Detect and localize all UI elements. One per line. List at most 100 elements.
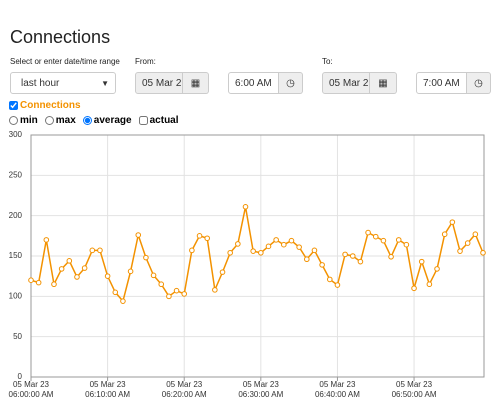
series-line	[30, 206, 484, 303]
data-point	[66, 258, 73, 264]
y-tick-label: 200	[9, 211, 23, 220]
y-tick-label: 250	[9, 170, 23, 179]
data-point	[51, 281, 57, 288]
x-tick-label: 05 Mar 23 06:20:00 AM	[161, 380, 207, 399]
data-point	[441, 231, 448, 238]
data-point	[464, 240, 471, 246]
data-point	[273, 237, 279, 243]
data-point	[418, 258, 425, 265]
data-point	[158, 281, 165, 288]
x-tick-label: 05 Mar 23 06:50:00 AM	[391, 380, 437, 399]
aggregation-radio[interactable]	[82, 116, 92, 125]
range-label: Select or enter date/time range	[10, 57, 120, 66]
data-point	[365, 229, 371, 236]
to-time-input[interactable]: 7:00 AM	[416, 72, 467, 94]
data-point	[411, 285, 417, 292]
aggregation-label: min	[20, 115, 38, 126]
data-point	[426, 281, 433, 288]
dropdown-arrow: ▼	[101, 78, 109, 88]
from-calendar-button[interactable]: ▦	[183, 72, 209, 94]
actual-checkbox[interactable]	[138, 116, 148, 125]
aggregation-label: max	[55, 115, 76, 126]
data-point	[403, 241, 410, 248]
data-point	[281, 241, 287, 248]
data-point	[181, 291, 188, 297]
y-tick-label: 150	[9, 251, 23, 260]
data-point	[219, 269, 226, 275]
series-toggle[interactable]: Connections	[9, 100, 81, 111]
preset-value: last hour	[21, 77, 60, 89]
data-point	[28, 277, 34, 284]
plot-border	[30, 134, 485, 378]
to-calendar-button[interactable]: ▦	[370, 72, 397, 94]
aggregation-option[interactable]: max	[44, 115, 76, 126]
data-point	[112, 289, 119, 296]
data-point	[150, 272, 157, 279]
data-point	[173, 287, 180, 294]
to-clock-button[interactable]: ◷	[467, 72, 491, 94]
data-point	[212, 287, 218, 293]
data-point	[143, 254, 149, 261]
data-point	[242, 203, 249, 210]
data-point	[357, 258, 364, 265]
data-point	[288, 237, 295, 244]
data-point	[303, 256, 310, 263]
actual-label: actual	[149, 115, 179, 126]
data-point	[480, 249, 486, 256]
aggregation-option[interactable]: average	[82, 115, 132, 126]
from-date-input[interactable]: 05 Mar 2	[135, 72, 183, 94]
data-point	[97, 247, 103, 254]
x-tick-label: 05 Mar 23 06:00:00 AM	[8, 380, 54, 399]
x-tick-label: 05 Mar 23 06:40:00 AM	[314, 380, 360, 399]
data-point	[204, 235, 211, 242]
data-point	[89, 247, 96, 254]
data-point	[372, 233, 379, 240]
actual-option[interactable]: actual	[138, 115, 179, 126]
x-tick-label: 05 Mar 23 06:10:00 AM	[85, 380, 131, 399]
to-label: To:	[322, 57, 333, 66]
series-name: Connections	[20, 100, 81, 111]
aggregation-radio[interactable]	[9, 116, 18, 125]
y-tick-label: 300	[9, 130, 23, 139]
from-clock-button[interactable]: ◷	[279, 72, 303, 94]
data-point	[43, 237, 50, 243]
data-point	[388, 254, 394, 260]
to-date-input[interactable]: 05 Mar 2	[322, 72, 370, 94]
data-point	[189, 247, 195, 254]
data-point	[380, 237, 387, 244]
data-point	[250, 248, 256, 254]
aggregation-options: min max average actual	[9, 115, 179, 126]
preset-select[interactable]: last hour ▼	[10, 72, 116, 94]
data-point	[326, 276, 333, 283]
data-point	[81, 265, 88, 271]
data-point	[120, 298, 126, 304]
data-point	[434, 266, 440, 272]
page-title: Connections	[10, 27, 111, 47]
data-point	[311, 247, 318, 254]
data-point	[166, 293, 172, 300]
data-point	[235, 241, 241, 247]
data-point	[319, 262, 325, 268]
data-point	[227, 249, 233, 256]
data-point	[74, 274, 80, 280]
data-point	[104, 273, 111, 279]
data-point	[449, 219, 456, 225]
data-point	[349, 253, 356, 259]
y-tick-label: 100	[9, 291, 23, 300]
y-tick-label: 50	[13, 332, 22, 341]
from-label: From:	[135, 57, 156, 66]
from-time-input[interactable]: 6:00 AM	[228, 72, 279, 94]
x-tick-label: 05 Mar 23 06:30:00 AM	[238, 380, 284, 399]
data-point	[296, 244, 302, 250]
data-point	[35, 279, 42, 286]
data-point	[258, 249, 264, 256]
data-point	[472, 231, 479, 238]
data-point	[127, 268, 134, 275]
data-point	[334, 282, 341, 288]
aggregation-radio[interactable]	[44, 116, 54, 125]
series-checkbox[interactable]	[9, 101, 18, 110]
aggregation-option[interactable]: min	[9, 115, 38, 126]
aggregation-label: average	[93, 115, 132, 126]
